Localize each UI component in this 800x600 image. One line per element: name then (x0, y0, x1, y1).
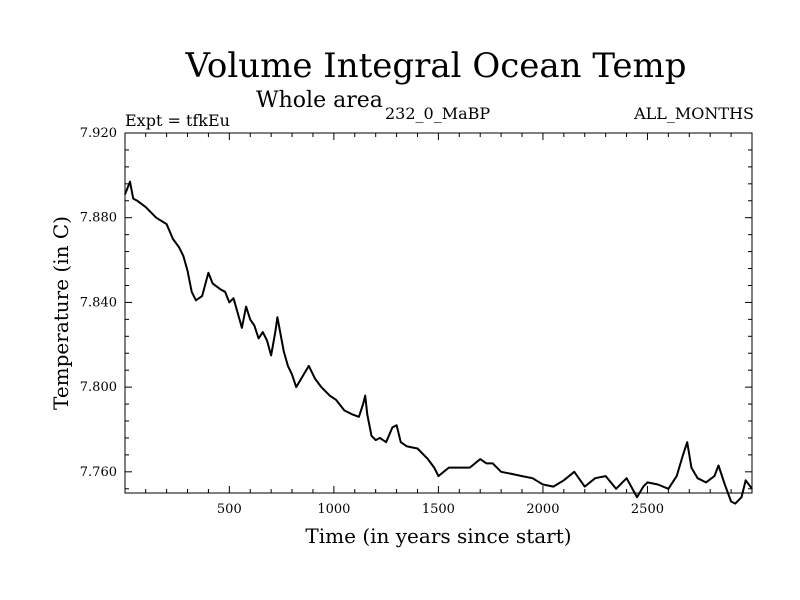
plot-frame (124, 132, 753, 494)
x-tick-label: 1000 (317, 502, 350, 517)
temperature-line (124, 180, 753, 505)
chart-title: Volume Integral Ocean Temp (185, 46, 687, 86)
x-tick-label: 2000 (526, 502, 559, 517)
x-tick-label: 2500 (631, 502, 664, 517)
y-tick-label: 7.840 (80, 295, 117, 310)
y-tick-label: 7.760 (80, 465, 117, 480)
y-tick-label: 7.880 (80, 211, 117, 226)
x-tick-label: 1500 (422, 502, 455, 517)
x-tick-label: 500 (217, 502, 242, 517)
y-tick-label: 7.800 (80, 380, 117, 395)
months-label: ALL_MONTHS (634, 104, 754, 123)
experiment-label: Expt = tfkEu (125, 111, 230, 130)
chart-subtitle: Whole area (256, 88, 383, 113)
y-tick-label: 7.920 (80, 126, 117, 141)
period-label: 232_0_MaBP (385, 104, 491, 123)
x-axis-label: Time (in years since start) (305, 524, 572, 548)
